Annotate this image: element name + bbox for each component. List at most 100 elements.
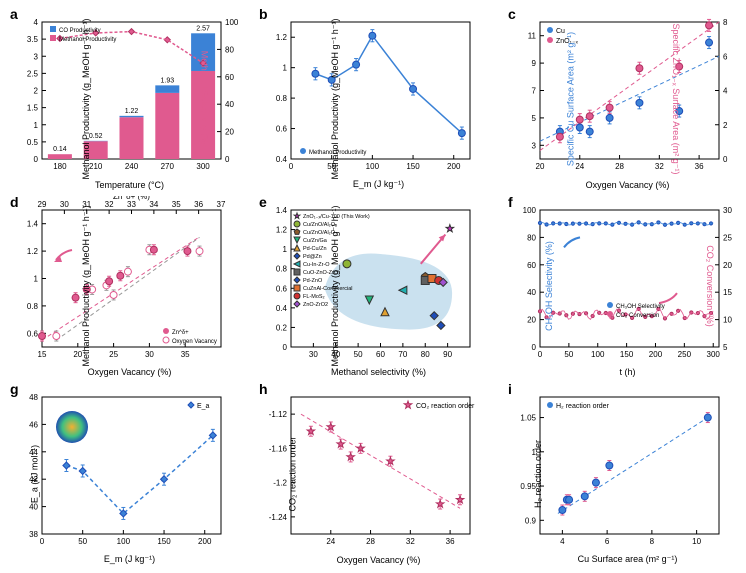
svg-text:200: 200 — [198, 537, 212, 546]
svg-text:Oxygen Vacancy: Oxygen Vacancy — [172, 339, 217, 345]
svg-text:Pd-Cu/Zn: Pd-Cu/Zn — [303, 246, 327, 252]
svg-text:32: 32 — [105, 200, 114, 209]
svg-text:0.4: 0.4 — [276, 155, 288, 164]
panel-a-y2label: Methanol Selectivity (%) — [200, 51, 210, 148]
svg-text:48: 48 — [29, 393, 38, 402]
panel-a: a 00.511.522.533.540204060801000.141800.… — [8, 8, 251, 190]
svg-text:-1.12: -1.12 — [269, 410, 288, 419]
svg-text:240: 240 — [125, 162, 139, 171]
svg-text:3: 3 — [532, 141, 537, 150]
svg-text:70: 70 — [398, 350, 407, 359]
svg-text:40: 40 — [29, 503, 38, 512]
panel-e-letter: e — [259, 194, 267, 210]
svg-text:20: 20 — [723, 260, 732, 269]
svg-text:30: 30 — [309, 350, 318, 359]
panel-d-ylabel: Methanol Productivity (g_MeOH g⁻¹ h⁻¹) — [81, 206, 92, 367]
svg-text:3.5: 3.5 — [27, 35, 39, 44]
svg-text:2: 2 — [34, 87, 39, 96]
svg-text:8: 8 — [723, 18, 728, 27]
svg-text:Zn^δ+ (%): Zn^δ+ (%) — [113, 196, 150, 201]
svg-text:1.2: 1.2 — [276, 33, 288, 42]
panel-d-xlabel: Oxygen Vacancy (%) — [88, 367, 172, 377]
svg-text:200: 200 — [447, 162, 461, 171]
svg-text:10: 10 — [723, 315, 732, 324]
panel-f-ylabel: CH₃OH Selectivity (%) — [544, 242, 554, 332]
svg-text:10: 10 — [692, 537, 701, 546]
svg-text:1.2: 1.2 — [276, 225, 288, 234]
svg-text:0.14: 0.14 — [53, 146, 67, 153]
svg-text:4: 4 — [34, 18, 39, 27]
svg-text:20: 20 — [225, 128, 234, 137]
svg-text:30: 30 — [145, 350, 154, 359]
svg-text:0.6: 0.6 — [27, 329, 39, 338]
svg-text:0.8: 0.8 — [276, 94, 288, 103]
panel-h-xlabel: Oxygen Vacancy (%) — [337, 555, 421, 565]
svg-text:0.8: 0.8 — [276, 264, 288, 273]
svg-text:0: 0 — [34, 155, 39, 164]
panel-b-xlabel: E_m (J kg⁻¹) — [353, 179, 404, 190]
svg-text:Zn^δ+: Zn^δ+ — [172, 330, 189, 336]
svg-text:-1.2: -1.2 — [273, 479, 287, 488]
chart-a: 00.511.522.533.540204060801000.141800.52… — [8, 8, 251, 183]
svg-text:25: 25 — [109, 350, 118, 359]
svg-text:1: 1 — [34, 274, 39, 283]
panel-h-ylabel: CO₂ reaction order — [288, 437, 298, 512]
svg-text:34: 34 — [149, 200, 158, 209]
svg-text:1: 1 — [283, 64, 288, 73]
svg-text:6: 6 — [605, 537, 610, 546]
svg-text:0.5: 0.5 — [27, 138, 39, 147]
svg-text:1.2: 1.2 — [27, 247, 39, 256]
panel-c-y2label: Specific ZnO₁₋ₓ Surface Area (m² g⁻¹) — [670, 23, 681, 174]
svg-text:50: 50 — [78, 537, 87, 546]
svg-text:60: 60 — [376, 350, 385, 359]
panel-h-letter: h — [259, 381, 268, 397]
panel-f: f 05010015020025030002040608010051015202… — [506, 196, 746, 378]
svg-text:30: 30 — [60, 200, 69, 209]
svg-text:100: 100 — [523, 206, 537, 215]
svg-text:CO Productivity: CO Productivity — [59, 28, 101, 34]
svg-text:50: 50 — [564, 350, 573, 359]
svg-text:80: 80 — [421, 350, 430, 359]
svg-text:5: 5 — [723, 343, 728, 352]
svg-text:20: 20 — [527, 315, 536, 324]
panel-c-letter: c — [508, 6, 516, 22]
panel-a-ylabel: Methanol Productivity (g_MeOH g⁻¹ h⁻¹) — [81, 18, 92, 179]
svg-text:36: 36 — [695, 162, 704, 171]
svg-text:6: 6 — [723, 52, 728, 61]
svg-text:37: 37 — [217, 200, 226, 209]
panel-e-ylabel: Methanol Productivity (g_MeOH g⁻¹ h⁻¹) — [330, 206, 341, 367]
svg-text:11: 11 — [528, 32, 537, 41]
svg-text:180: 180 — [53, 162, 67, 171]
svg-text:H₂ reaction order: H₂ reaction order — [556, 403, 610, 410]
svg-text:80: 80 — [225, 45, 234, 54]
chart-e: 3040506070809000.20.40.60.811.21.4ZnO₁₋ₓ… — [257, 196, 500, 371]
svg-text:100: 100 — [591, 350, 605, 359]
svg-text:40: 40 — [225, 100, 234, 109]
svg-text:0: 0 — [40, 537, 45, 546]
svg-text:35: 35 — [181, 350, 190, 359]
svg-text:0: 0 — [538, 350, 543, 359]
svg-text:0.9: 0.9 — [525, 517, 537, 526]
svg-text:0: 0 — [723, 155, 728, 164]
svg-text:Cu/Zn/Ga: Cu/Zn/Ga — [303, 238, 328, 244]
panel-f-xlabel: t (h) — [619, 367, 635, 377]
svg-text:60: 60 — [527, 260, 536, 269]
svg-text:2.5: 2.5 — [27, 69, 39, 78]
svg-text:0.4: 0.4 — [276, 304, 288, 313]
svg-text:100: 100 — [225, 18, 239, 27]
panel-c-ylabel: Specific Cu Surface Area (m² g⁻¹) — [566, 32, 577, 166]
svg-text:32: 32 — [406, 537, 415, 546]
svg-text:150: 150 — [620, 350, 634, 359]
panel-a-letter: a — [10, 6, 18, 22]
svg-text:FL-MoS₂: FL-MoS₂ — [303, 294, 325, 300]
svg-text:46: 46 — [29, 421, 38, 430]
svg-text:-1.24: -1.24 — [269, 513, 288, 522]
svg-text:33: 33 — [127, 200, 136, 209]
svg-text:30: 30 — [723, 206, 732, 215]
svg-text:0: 0 — [225, 155, 230, 164]
svg-text:0: 0 — [289, 162, 294, 171]
panel-e: e 3040506070809000.20.40.60.811.21.4ZnO₁… — [257, 196, 500, 378]
svg-text:1.93: 1.93 — [160, 77, 174, 84]
panel-d: d 15202530350.60.811.21.4293031323334353… — [8, 196, 251, 378]
svg-text:250: 250 — [678, 350, 692, 359]
